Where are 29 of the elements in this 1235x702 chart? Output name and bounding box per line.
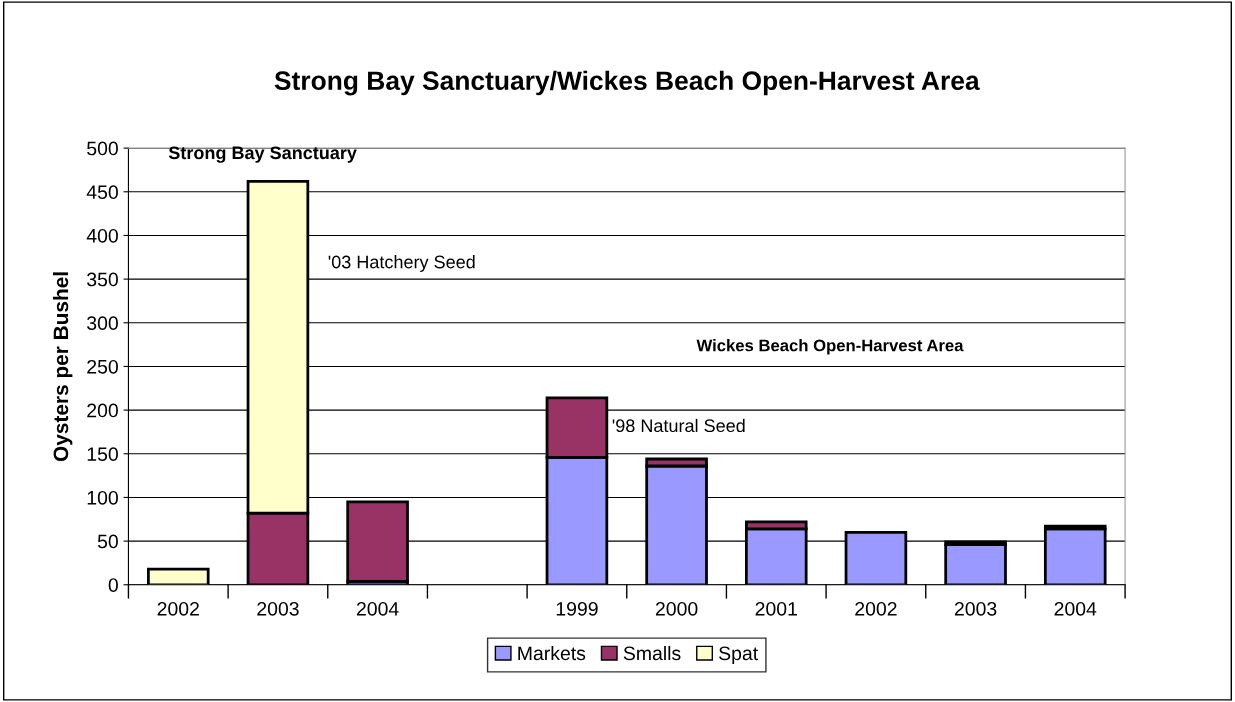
y-tick-label: 100 [87,490,118,505]
x-tick-label: 2001 [755,601,797,616]
annotation: '03 Hatchery Seed [328,255,475,272]
x-tick-label: 2000 [655,601,698,616]
x-tick-label: 2002 [855,601,897,616]
x-tick-label: 2003 [257,601,299,616]
legend-label: Smalls [623,645,681,661]
x-tick-label: 2002 [157,601,199,616]
y-tick-label: 400 [86,228,118,243]
y-axis-title: Oysters per Bushel [52,272,73,462]
y-tick-label: 350 [87,272,118,287]
chart-title: Strong Bay Sanctuary/Wickes Beach Open-Harvest Area [274,70,980,96]
legend-label: Markets [518,645,586,661]
y-tick-label: 450 [86,185,118,200]
x-tick-label: 2003 [954,601,997,616]
y-tick-label: 500 [87,141,118,156]
annotation: Strong Bay Sanctuary [168,146,357,163]
y-tick-label: 250 [87,359,118,374]
x-tick-label: 1999 [556,601,598,616]
x-tick-label: 2004 [356,601,399,616]
y-tick-label: 0 [108,578,118,592]
y-tick-label: 300 [87,316,118,331]
x-tick-label: 2004 [1054,601,1097,616]
annotation: Wickes Beach Open-Harvest Area [696,339,964,355]
annotation: '98 Natural Seed [612,418,745,433]
y-tick-label: 150 [87,447,118,462]
y-tick-label: 200 [87,403,118,418]
y-tick-label: 50 [97,534,118,549]
legend-label: Spat [719,646,758,665]
